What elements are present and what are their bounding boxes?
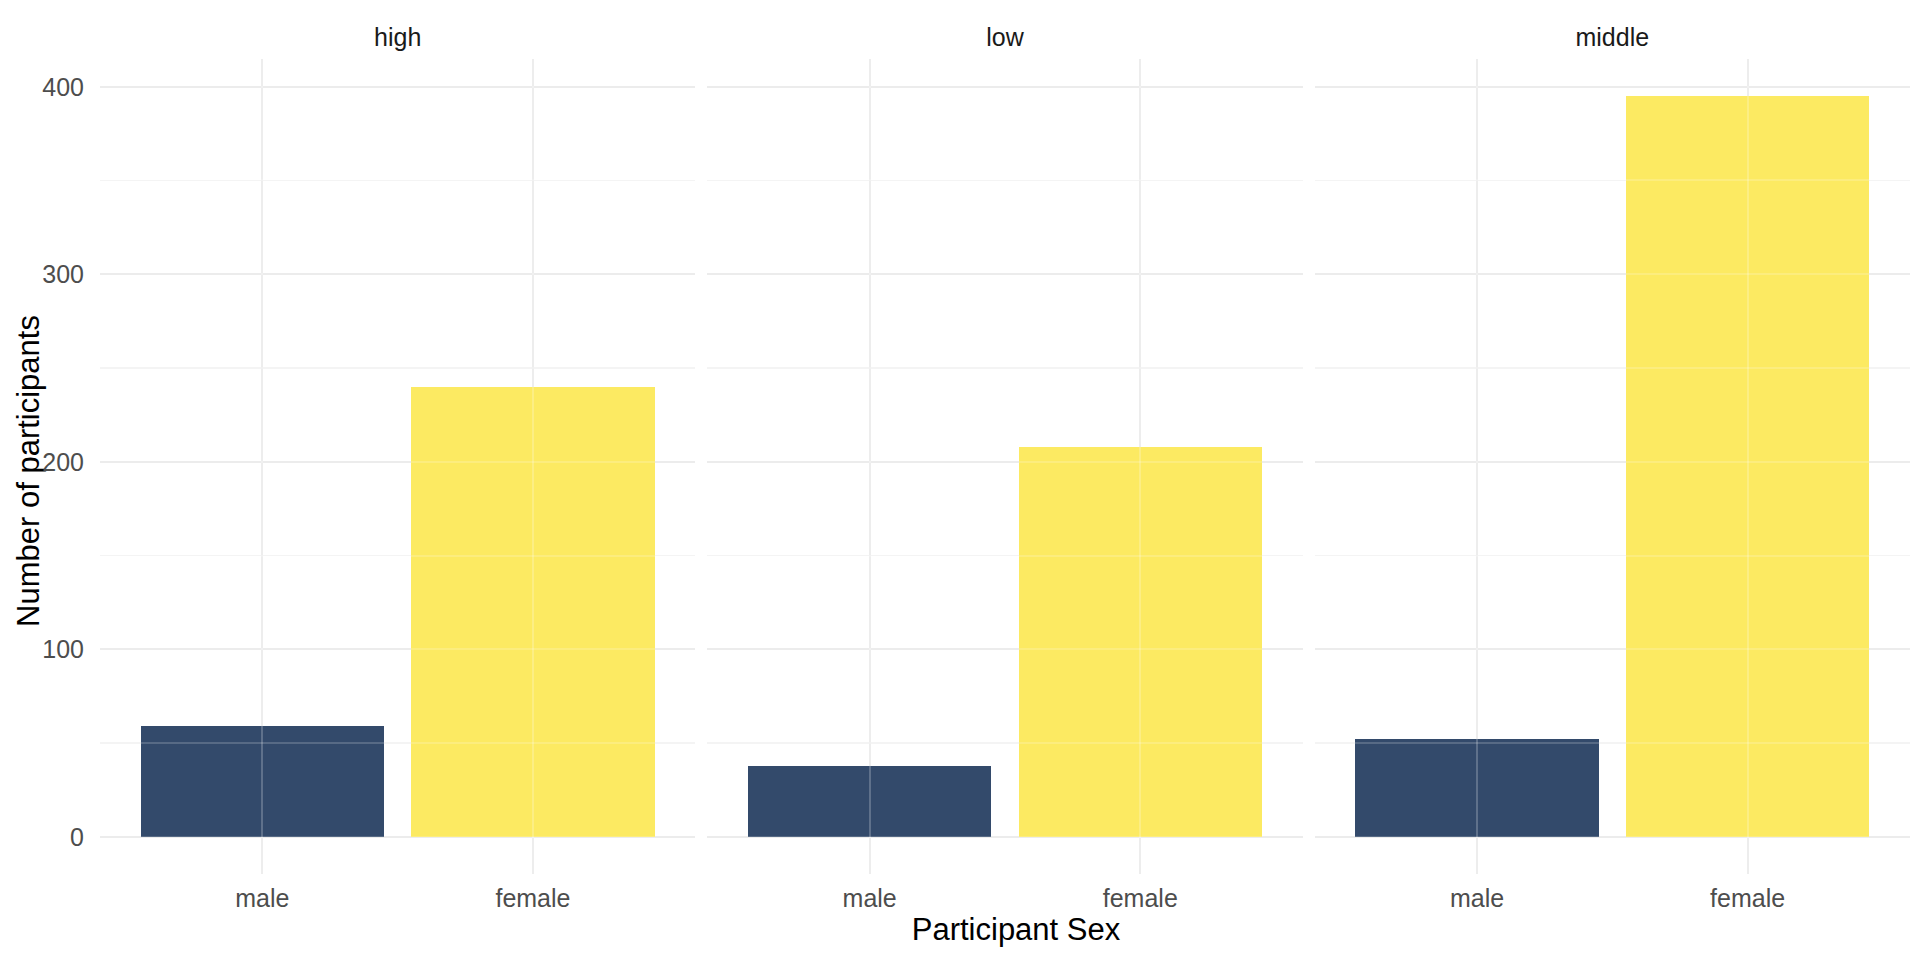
facet-strip-title: high [100, 23, 695, 52]
gridline-overlay-vertical [1476, 59, 1478, 874]
x-tick-label-female: female [495, 884, 570, 913]
facet-panel [1315, 59, 1910, 874]
gridline-overlay-horizontal [100, 367, 695, 369]
x-tick-label-male: male [235, 884, 289, 913]
gridline-overlay-horizontal [100, 555, 695, 557]
y-tick-label: 400 [42, 74, 84, 99]
gridline-overlay-horizontal [707, 555, 1302, 557]
gridline-overlay-vertical [869, 59, 871, 874]
gridline-overlay-horizontal [707, 836, 1302, 838]
facet-panels: high male female low male female middle male fem… [100, 0, 1910, 960]
gridline-overlay-horizontal [100, 273, 695, 275]
gridline-overlay-vertical [1139, 59, 1141, 874]
facet-panel [707, 59, 1302, 874]
facet-strip-title: low [707, 23, 1302, 52]
y-tick-label: 300 [42, 262, 84, 287]
gridline-overlay-horizontal [707, 179, 1302, 181]
gridline-overlay-horizontal [1315, 367, 1910, 369]
gridline-overlay-horizontal [707, 648, 1302, 650]
gridline-overlay-horizontal [1315, 742, 1910, 744]
facet-strip-title: middle [1315, 23, 1910, 52]
x-tick-label-male: male [1450, 884, 1504, 913]
gridline-overlay-vertical [261, 59, 263, 874]
y-axis-tick-labels: 0 100 200 300 400 [0, 59, 88, 874]
gridline-overlay-vertical [532, 59, 534, 874]
x-tick-label-female: female [1710, 884, 1785, 913]
gridline-overlay-horizontal [100, 461, 695, 463]
gridline-overlay-horizontal [100, 179, 695, 181]
gridline-overlay-horizontal [1315, 461, 1910, 463]
facet-high: high male female [100, 0, 695, 960]
gridline-overlay-vertical [1747, 59, 1749, 874]
gridline-overlay-horizontal [1315, 648, 1910, 650]
facet-middle: middle male female [1315, 0, 1910, 960]
y-tick-label: 0 [70, 824, 84, 849]
gridline-overlay-horizontal [707, 742, 1302, 744]
gridline-overlay-horizontal [707, 367, 1302, 369]
x-axis-title: Participant Sex [912, 912, 1121, 948]
gridline-overlay-horizontal [100, 836, 695, 838]
facet-low: low male female [707, 0, 1302, 960]
y-tick-label: 200 [42, 449, 84, 474]
gridline-overlay-horizontal [1315, 273, 1910, 275]
gridline-overlay-horizontal [100, 86, 695, 88]
gridline-overlay-horizontal [1315, 86, 1910, 88]
gridline-overlay-horizontal [100, 742, 695, 744]
gridline-overlay-horizontal [707, 273, 1302, 275]
facet-panel [100, 59, 695, 874]
gridline-overlay-horizontal [100, 648, 695, 650]
faceted-bar-chart: Number of participants 0100200300400 hig… [0, 0, 1920, 960]
gridline-overlay-horizontal [707, 86, 1302, 88]
y-tick-label: 100 [42, 637, 84, 662]
x-tick-label-male: male [843, 884, 897, 913]
gridline-overlay-horizontal [1315, 836, 1910, 838]
gridline-overlay-horizontal [1315, 179, 1910, 181]
gridline-overlay-horizontal [707, 461, 1302, 463]
x-tick-label-female: female [1103, 884, 1178, 913]
gridline-overlay-horizontal [1315, 555, 1910, 557]
